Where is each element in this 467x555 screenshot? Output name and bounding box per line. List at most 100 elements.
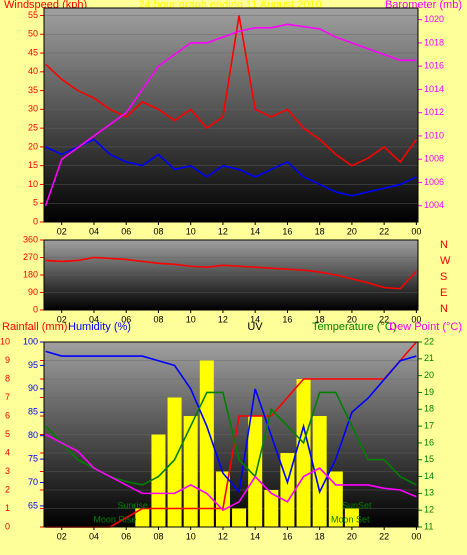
uv-bar <box>312 416 327 527</box>
x-tick-label: 10 <box>186 314 196 324</box>
y-tick-label: 45 <box>28 47 38 57</box>
x-tick-label: 08 <box>153 531 163 541</box>
y3-tick-label: 85 <box>28 407 38 417</box>
y-tick-label: 8 <box>5 373 10 383</box>
y-tick-label: 4 <box>5 447 10 457</box>
uv-bar <box>199 360 214 527</box>
x-tick-label: 22 <box>379 226 389 236</box>
uv-bar <box>183 416 198 527</box>
plot-border <box>43 341 419 528</box>
x-tick-label: 12 <box>218 226 228 236</box>
compass-label: N <box>440 303 448 315</box>
plot-border <box>43 7 419 223</box>
y3-tick-label: 65 <box>28 500 38 510</box>
y2-tick-label: 1020 <box>424 14 444 24</box>
x-tick-label: 00 <box>411 314 421 324</box>
series-line <box>45 350 417 495</box>
y3-tick-label: 75 <box>28 453 38 463</box>
x-tick-label: 16 <box>282 314 292 324</box>
x-tick-label: 16 <box>282 531 292 541</box>
uv-bar <box>135 508 150 527</box>
x-tick-label: 06 <box>121 531 131 541</box>
x-tick-label: 14 <box>250 314 260 324</box>
y-tick-label: 35 <box>28 85 38 95</box>
y2-tick-label: 19 <box>424 387 434 397</box>
y2-tick-label: 21 <box>424 353 434 363</box>
uv-label: UV <box>247 321 263 333</box>
y-tick-label: 3 <box>5 466 10 476</box>
y-tick-label: 0 <box>33 304 38 314</box>
y3-tick-label: 70 <box>28 477 38 487</box>
y2-label: Barometer (mb) <box>385 0 462 11</box>
y-tick-label: 6 <box>5 410 10 420</box>
y-tick-label: 9 <box>5 355 10 365</box>
x-tick-label: 00 <box>411 531 421 541</box>
y-tick-label: 5 <box>5 429 10 439</box>
x-tick-label: 08 <box>153 314 163 324</box>
x-tick-label: 18 <box>315 226 325 236</box>
x-tick-label: 10 <box>186 226 196 236</box>
compass-label: S <box>440 271 447 283</box>
y-tick-label: 1 <box>5 503 10 513</box>
y2-tick-label: 14 <box>424 471 434 481</box>
x-tick-label: 12 <box>218 531 228 541</box>
y3-tick-label: 95 <box>28 360 38 370</box>
series-line <box>45 433 417 512</box>
series-line <box>45 138 417 197</box>
x-tick-label: 00 <box>411 226 421 236</box>
y2-tick-label: 1008 <box>424 154 444 164</box>
compass-label: N <box>440 239 448 251</box>
x-tick-label: 18 <box>315 531 325 541</box>
x-tick-label: 04 <box>89 531 99 541</box>
uv-bar <box>264 490 279 527</box>
y2-tick-label: 1010 <box>424 130 444 140</box>
y2-tick-label: 17 <box>424 420 434 430</box>
annotation: Sunrise <box>117 500 148 510</box>
y-tick-label: 270 <box>23 252 38 262</box>
uv-bar <box>232 508 247 527</box>
uv-bar <box>167 397 182 527</box>
plot-area <box>44 8 418 222</box>
humidity-label: Humidity (%) <box>68 321 131 333</box>
y2-tick-label: 13 <box>424 488 434 498</box>
dew-label: Dew Point (°C) <box>389 321 462 333</box>
series-line <box>44 23 417 206</box>
y2-tick-label: 20 <box>424 370 434 380</box>
compass-label: W <box>440 255 451 267</box>
chart-title: 24 hour graph ending 11 August 2010 <box>138 0 321 11</box>
plot-border <box>43 239 419 311</box>
x-tick-label: 12 <box>218 314 228 324</box>
y-tick-label: 5 <box>33 198 38 208</box>
y2-tick-label: 15 <box>424 454 434 464</box>
y-tick-label: 20 <box>28 141 38 151</box>
y2-tick-label: 1018 <box>424 37 444 47</box>
x-tick-label: 02 <box>57 531 67 541</box>
uv-bar <box>248 416 263 527</box>
x-tick-label: 16 <box>282 226 292 236</box>
y-tick-label: 7 <box>5 392 10 402</box>
y-tick-label: 15 <box>28 160 38 170</box>
y3-tick-label: 90 <box>28 383 38 393</box>
y-tick-label: 55 <box>28 10 38 20</box>
y-tick-label: 10 <box>28 179 38 189</box>
x-tick-label: 20 <box>347 226 357 236</box>
y-tick-label: 180 <box>23 269 38 279</box>
y2-tick-label: 1014 <box>424 84 444 94</box>
x-tick-label: 06 <box>121 314 131 324</box>
y-tick-label: 0 <box>33 216 38 226</box>
annotation: Moon Rise <box>93 514 136 524</box>
x-tick-label: 14 <box>250 531 260 541</box>
x-tick-label: 06 <box>121 226 131 236</box>
annotation: SunSet <box>342 500 372 510</box>
rain-label: Rainfall (mm) <box>2 321 67 333</box>
x-tick-label: 10 <box>186 531 196 541</box>
y-tick-label: 0 <box>5 521 10 531</box>
temp-label: Temperature (°C) <box>312 321 396 333</box>
x-tick-label: 08 <box>153 226 163 236</box>
uv-bar <box>296 379 311 527</box>
x-tick-label: 02 <box>57 314 67 324</box>
y-tick-label: 2 <box>5 484 10 494</box>
y-label: Windspeed (kph) <box>4 0 87 11</box>
x-tick-label: 20 <box>347 314 357 324</box>
